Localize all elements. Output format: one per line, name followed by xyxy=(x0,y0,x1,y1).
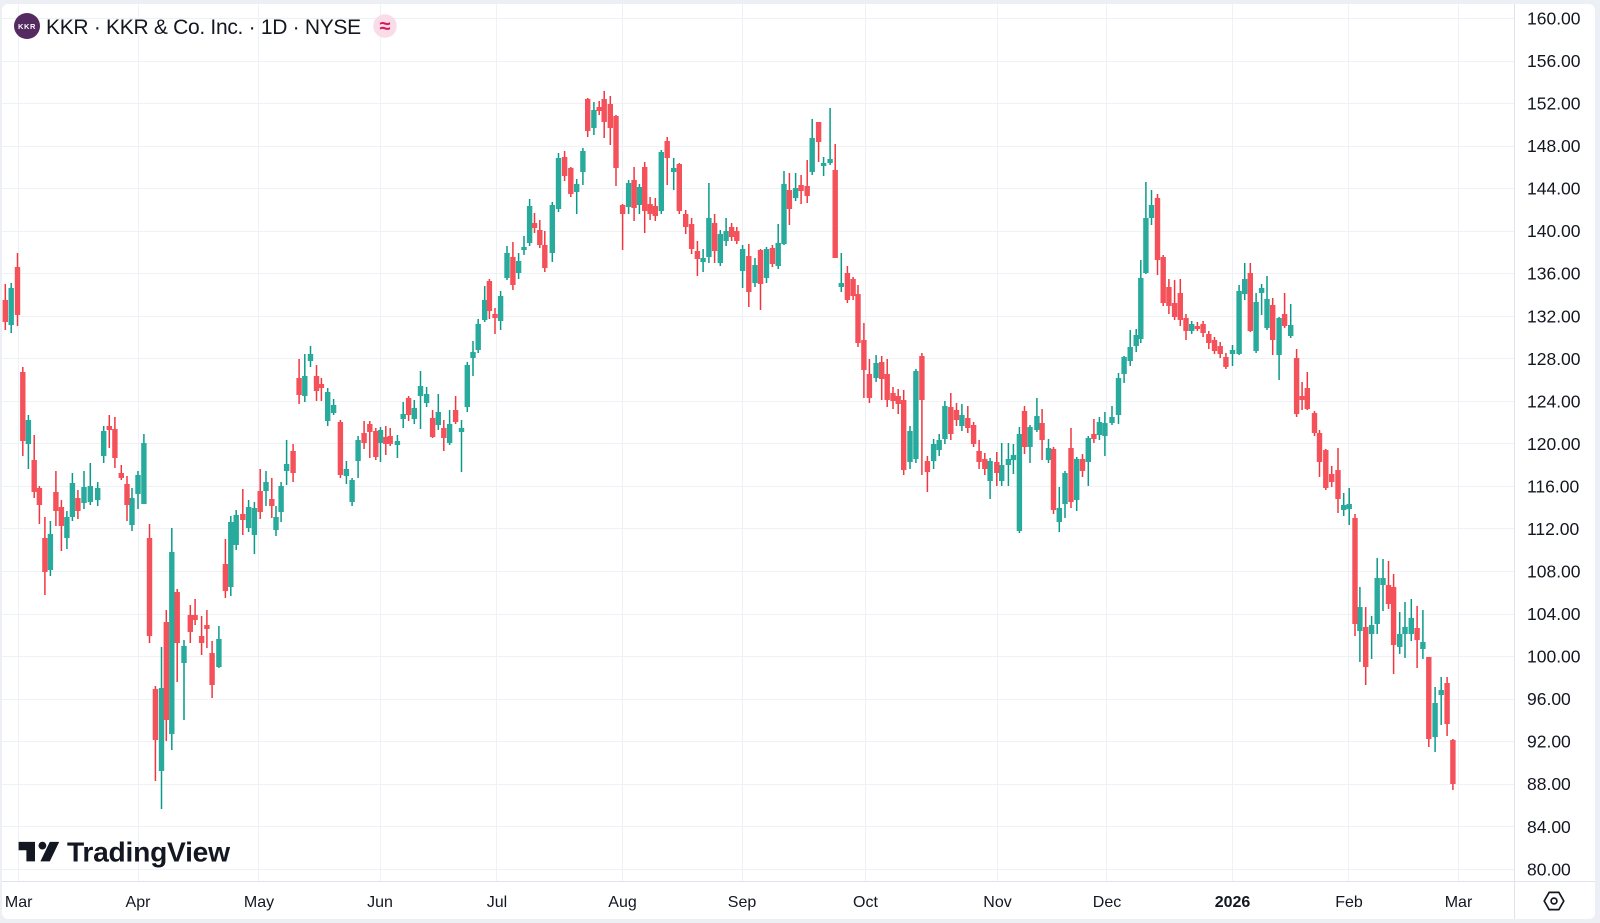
svg-text:Sep: Sep xyxy=(728,894,757,911)
svg-text:160.00: 160.00 xyxy=(1527,9,1581,29)
svg-text:KKR: KKR xyxy=(18,22,36,31)
svg-text:124.00: 124.00 xyxy=(1527,391,1581,411)
svg-text:Jun: Jun xyxy=(367,894,393,911)
svg-text:92.00: 92.00 xyxy=(1527,732,1571,752)
svg-text:Nov: Nov xyxy=(983,894,1011,911)
svg-text:140.00: 140.00 xyxy=(1527,221,1581,241)
svg-text:Apr: Apr xyxy=(126,894,152,911)
svg-text:Mar: Mar xyxy=(5,894,33,911)
svg-text:104.00: 104.00 xyxy=(1527,604,1581,624)
svg-text:136.00: 136.00 xyxy=(1527,264,1581,284)
svg-text:KKR · KKR & Co. Inc. · 1D · NY: KKR · KKR & Co. Inc. · 1D · NYSE xyxy=(46,16,361,39)
svg-text:96.00: 96.00 xyxy=(1527,689,1571,709)
svg-text:120.00: 120.00 xyxy=(1527,434,1581,454)
svg-text:88.00: 88.00 xyxy=(1527,774,1571,794)
svg-text:132.00: 132.00 xyxy=(1527,306,1581,326)
svg-text:2026: 2026 xyxy=(1215,894,1251,911)
svg-text:144.00: 144.00 xyxy=(1527,179,1581,199)
svg-text:84.00: 84.00 xyxy=(1527,817,1571,837)
svg-text:116.00: 116.00 xyxy=(1527,476,1579,496)
svg-text:Aug: Aug xyxy=(608,894,636,911)
svg-text:Jul: Jul xyxy=(487,894,507,911)
svg-text:112.00: 112.00 xyxy=(1527,519,1579,539)
svg-text:80.00: 80.00 xyxy=(1527,859,1571,879)
svg-text:152.00: 152.00 xyxy=(1527,94,1581,114)
svg-text:Oct: Oct xyxy=(853,894,878,911)
svg-text:TradingView: TradingView xyxy=(67,836,230,868)
svg-text:108.00: 108.00 xyxy=(1527,562,1581,582)
svg-text:Mar: Mar xyxy=(1445,894,1473,911)
svg-text:128.00: 128.00 xyxy=(1527,349,1581,369)
svg-text:Feb: Feb xyxy=(1335,894,1363,911)
svg-text:Dec: Dec xyxy=(1093,894,1121,911)
svg-text:≈: ≈ xyxy=(380,16,391,38)
svg-text:100.00: 100.00 xyxy=(1527,647,1581,667)
svg-text:156.00: 156.00 xyxy=(1527,51,1581,71)
svg-text:148.00: 148.00 xyxy=(1527,136,1581,156)
svg-text:May: May xyxy=(244,894,274,911)
